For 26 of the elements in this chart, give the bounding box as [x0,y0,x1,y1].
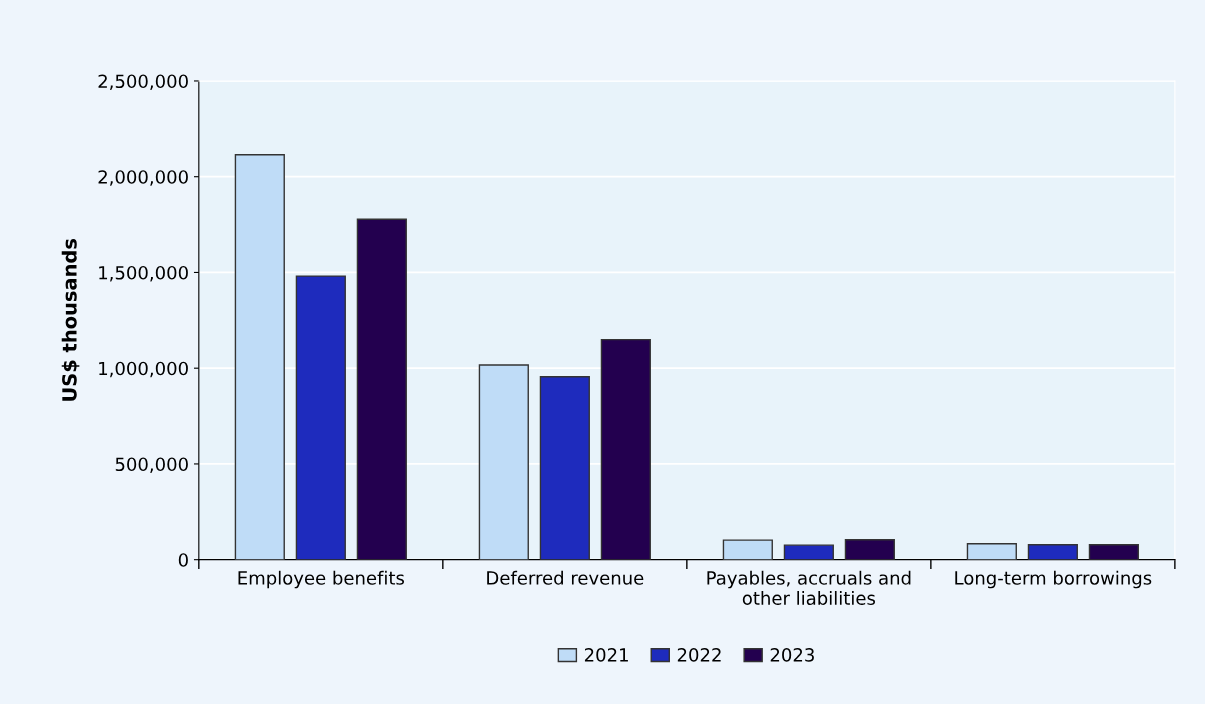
bar [966,543,1017,560]
bar [295,275,346,560]
bar [783,544,834,560]
bar [478,364,529,560]
y-tick-label: 1,000,000 [99,361,188,378]
legend-label: 2022 [677,648,721,662]
bar [539,376,590,560]
bar [844,539,895,560]
x-tick-label: Long-term borrowings [955,570,1152,589]
bar [356,218,407,560]
y-tick-label: 2,500,000 [98,74,188,90]
legend-label: 2021 [584,648,628,662]
x-tick-label: Deferred revenue [487,570,644,585]
y-axis-title: US$ thousands [61,239,80,401]
bar [1088,544,1139,560]
legend-label: 2023 [770,648,814,662]
bar [600,338,651,560]
y-tick-label: 2,000,000 [98,170,188,186]
y-tick-label: 500,000 [115,457,188,473]
y-tick-label: 1,500,000 [99,265,188,282]
bar [722,539,773,560]
y-tick-label: 0 [178,553,188,567]
bar [234,153,285,560]
x-tick-label: Payables, accruals and other liabilities [707,570,911,605]
bar [1027,544,1078,560]
x-tick-label: Employee benefits [238,570,405,589]
